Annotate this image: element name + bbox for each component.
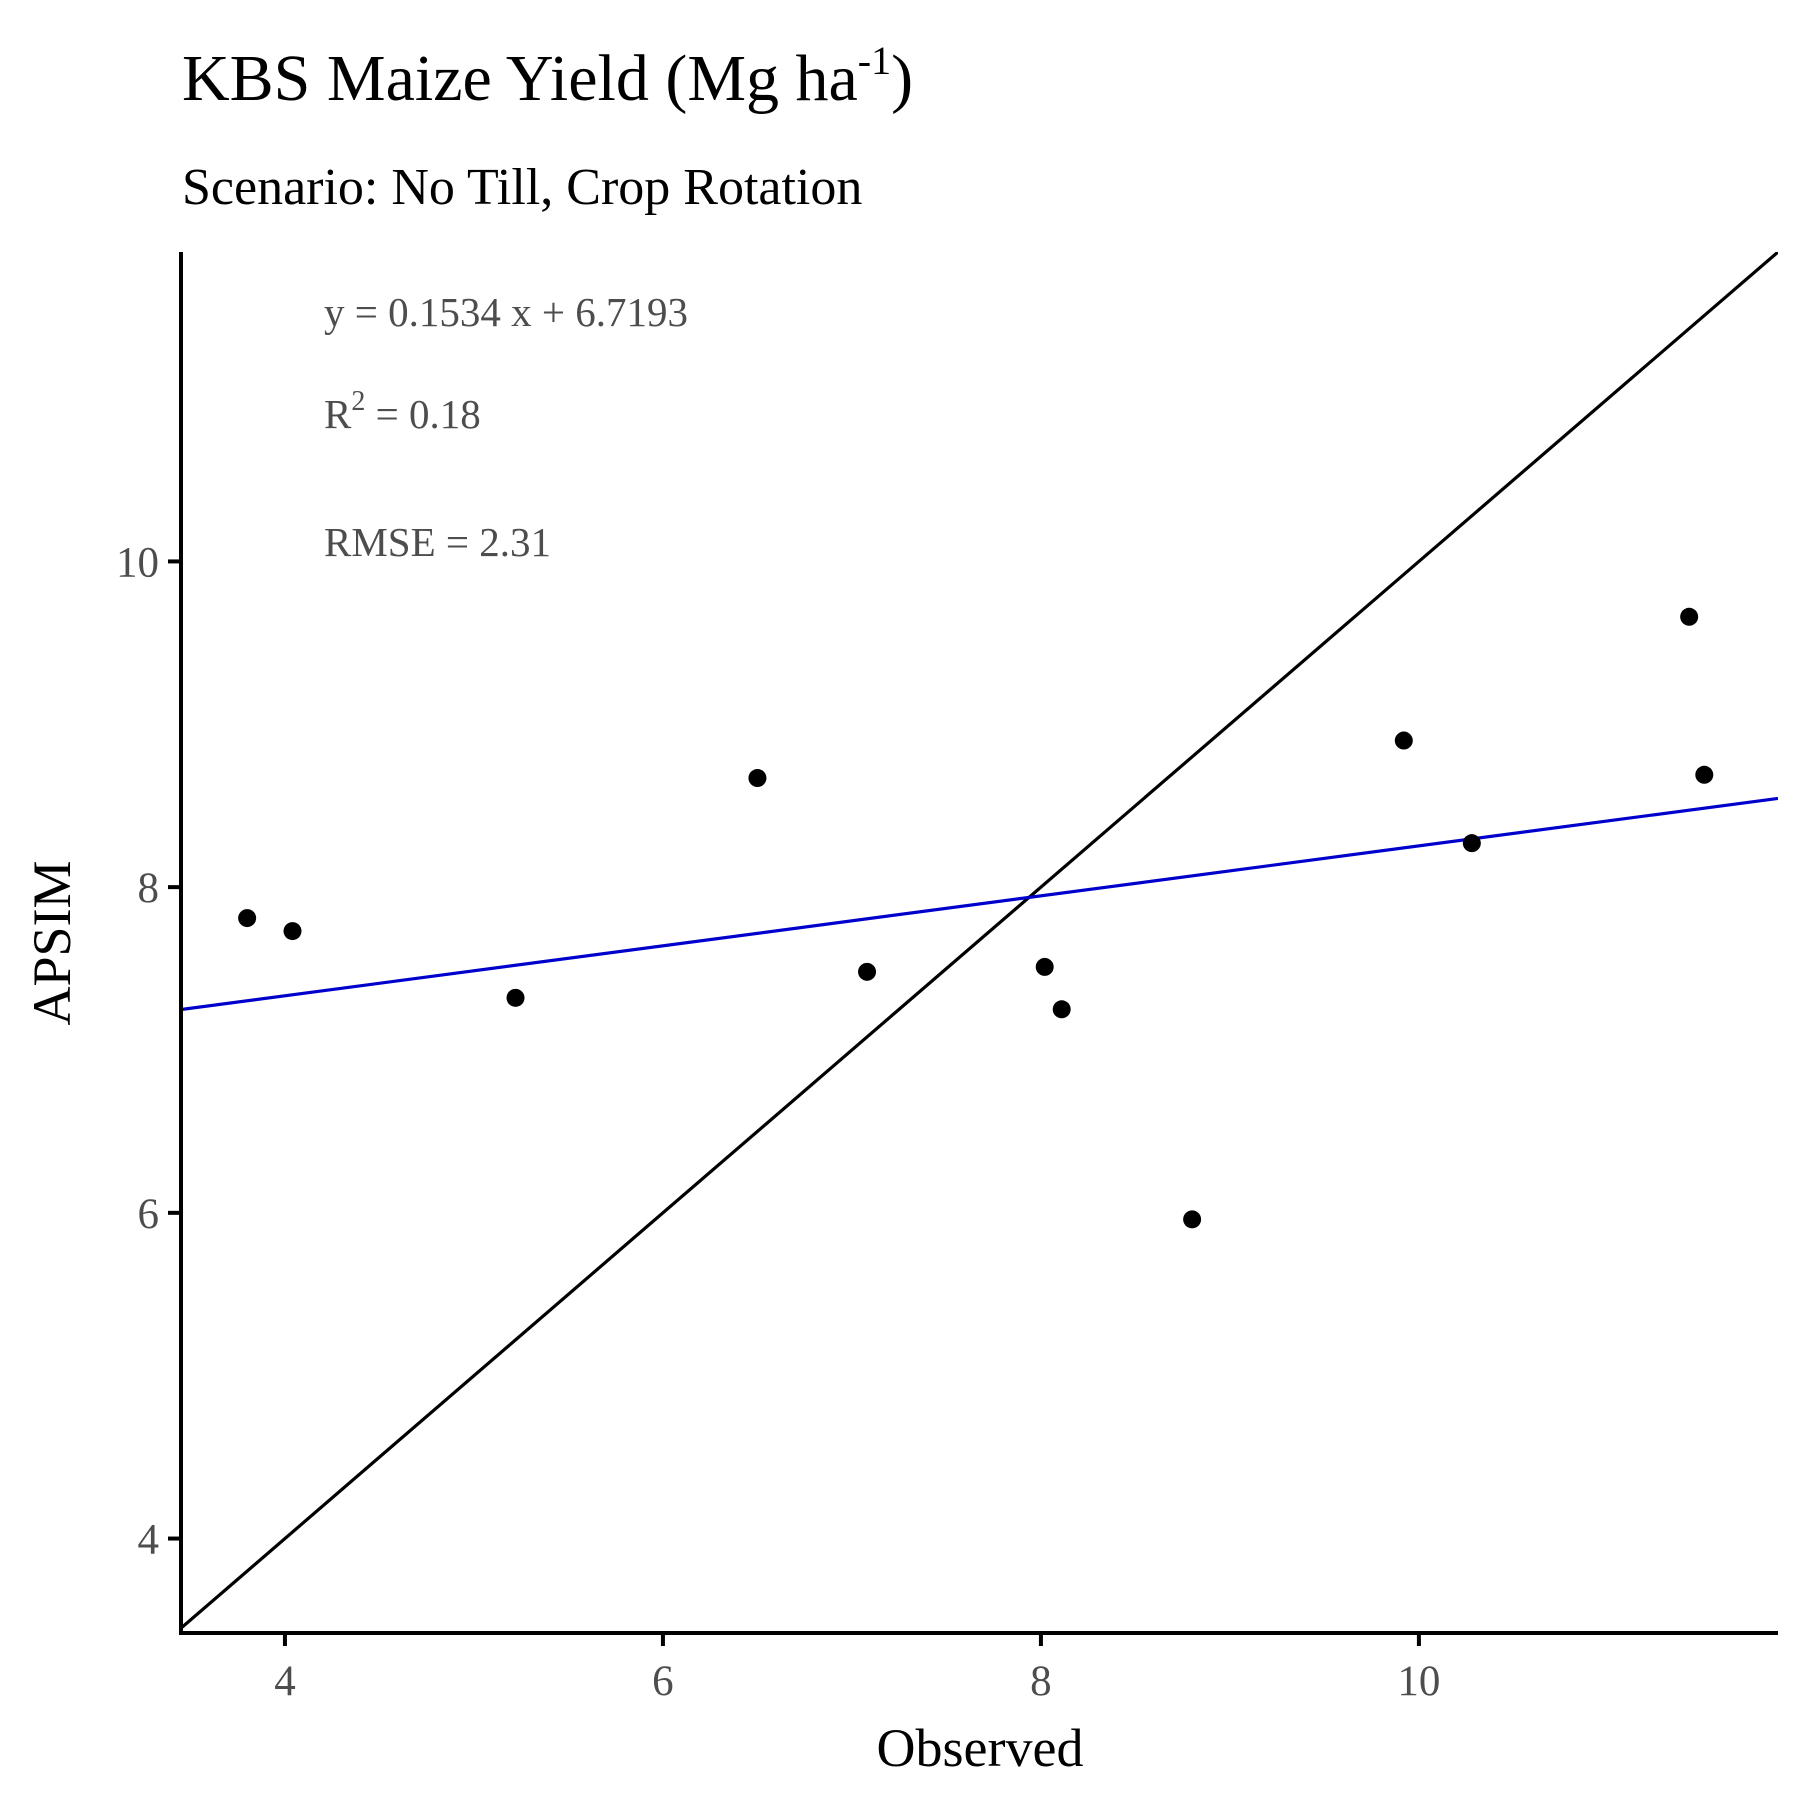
r-squared-annotation: R2 = 0.18 — [324, 386, 481, 437]
regression-line — [181, 796, 1778, 1012]
data-point-7 — [1052, 1000, 1071, 1019]
r-squared-superscript: 2 — [351, 386, 365, 417]
data-point-3 — [506, 988, 525, 1007]
rmse-annotation: RMSE = 2.31 — [324, 519, 551, 565]
data-point-1 — [238, 909, 257, 928]
one-to-one-line — [181, 252, 1778, 1630]
y-tick-label-8: 8 — [138, 865, 160, 912]
plot-area: 4 6 8 10 4 6 8 10 — [116, 252, 1778, 1705]
data-point-5 — [858, 962, 877, 981]
data-point-10 — [1462, 834, 1481, 853]
x-tick-label-10: 10 — [1397, 1658, 1440, 1705]
y-tick-label-4: 4 — [138, 1517, 160, 1564]
x-tick-label-4: 4 — [274, 1658, 296, 1705]
y-axis-title: APSIM — [22, 860, 82, 1025]
x-axis-title: Observed — [877, 1718, 1084, 1778]
chart-subtitle: Scenario: No Till, Crop Rotation — [182, 159, 862, 216]
data-point-12 — [1695, 765, 1714, 784]
data-point-8 — [1183, 1210, 1202, 1229]
data-point-4 — [748, 769, 767, 788]
data-point-9 — [1394, 731, 1413, 750]
data-point-6 — [1035, 957, 1054, 976]
y-tick-label-6: 6 — [138, 1191, 160, 1238]
regression-equation-annotation: y = 0.1534 x + 6.7193 — [324, 289, 688, 335]
y-tick-label-10: 10 — [116, 539, 159, 586]
data-point-11 — [1680, 607, 1699, 626]
x-tick-label-6: 6 — [652, 1658, 674, 1705]
data-point-2 — [283, 922, 302, 941]
chart-title: KBS Maize Yield (Mg ha-1) — [182, 38, 913, 115]
chart-title-superscript: -1 — [858, 38, 891, 83]
x-tick-label-8: 8 — [1030, 1658, 1052, 1705]
